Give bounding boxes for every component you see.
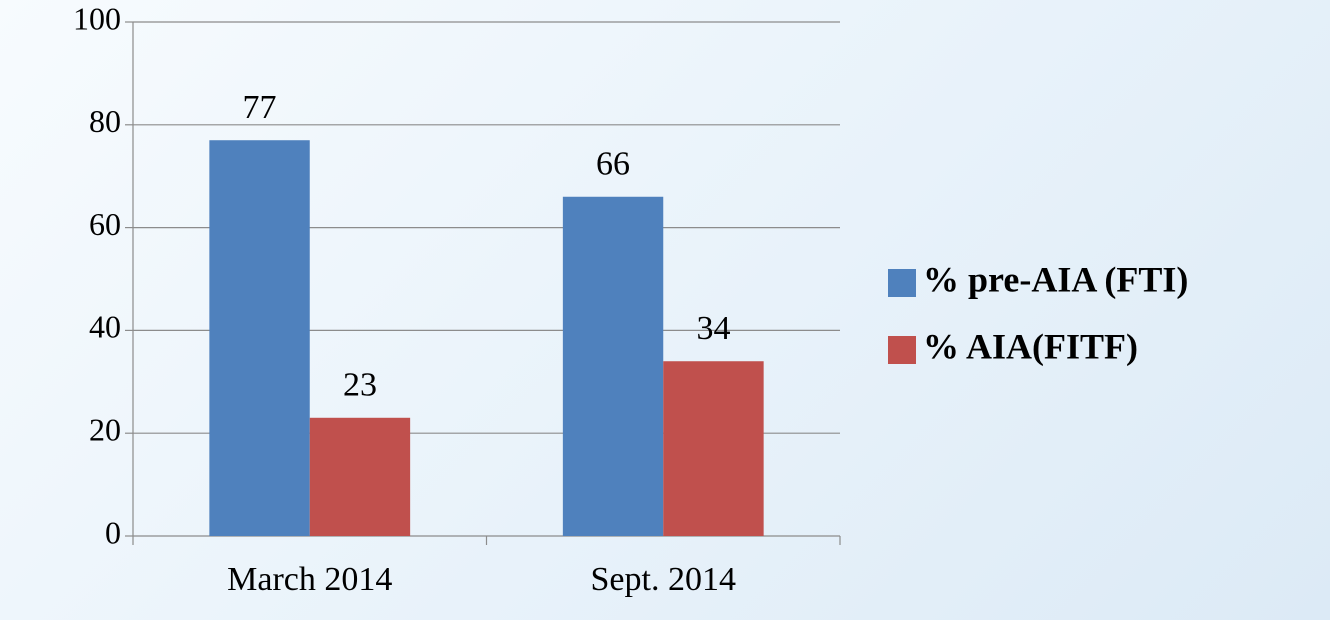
y-tick-label: 0 (105, 514, 121, 550)
x-tick-label: Sept. 2014 (591, 561, 736, 598)
y-tick-label: 20 (89, 412, 121, 448)
legend-swatch (888, 269, 916, 297)
value-label: 23 (343, 367, 377, 404)
x-tick-label: March 2014 (227, 561, 392, 598)
value-label: 66 (596, 146, 630, 183)
legend-label: % AIA(FITF) (923, 326, 1138, 366)
y-tick-label: 40 (89, 309, 121, 345)
y-tick-label: 60 (89, 206, 121, 242)
bar (562, 196, 664, 536)
value-label: 34 (696, 310, 730, 347)
bar (663, 361, 764, 536)
value-label: 77 (243, 89, 277, 126)
bar (209, 140, 310, 536)
y-tick-label: 100 (73, 0, 121, 36)
legend-label: % pre-AIA (FTI) (923, 259, 1188, 299)
legend-swatch (888, 336, 916, 364)
y-tick-label: 80 (89, 103, 121, 139)
bar (309, 417, 411, 536)
